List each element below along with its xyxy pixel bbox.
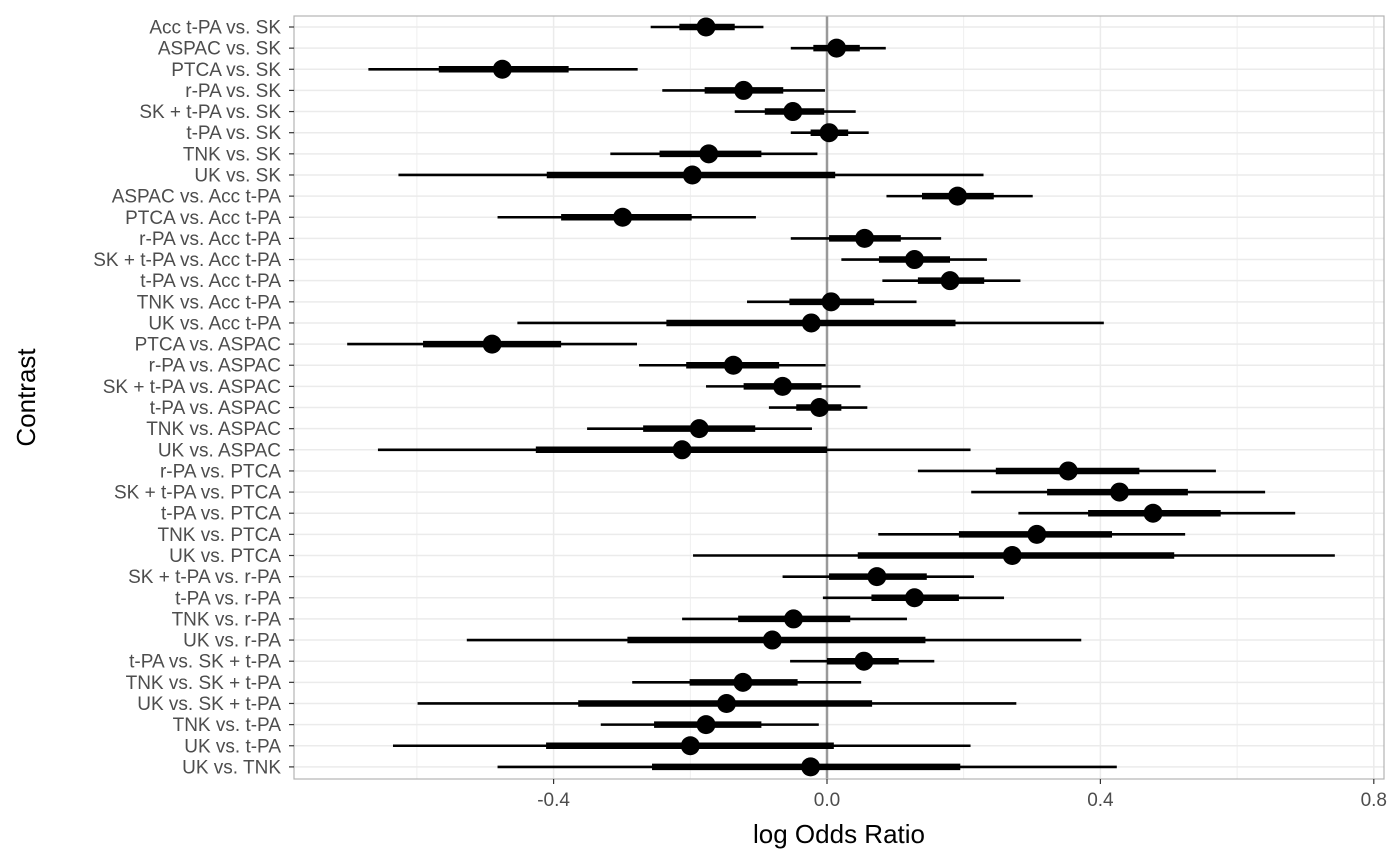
y-tick-label: r-PA vs. PTCA: [160, 461, 281, 482]
y-tick-label: SK + t-PA vs. ASPAC: [103, 377, 281, 398]
point-estimate: [855, 228, 875, 248]
y-tick-label: SK + t-PA vs. PTCA: [114, 483, 281, 504]
point-estimate: [784, 609, 804, 629]
y-tick-label: UK vs. ASPAC: [158, 440, 281, 461]
y-tick-label: r-PA vs. ASPAC: [149, 356, 281, 377]
point-estimate: [801, 313, 821, 333]
y-tick-label: ASPAC vs. Acc t-PA: [112, 187, 282, 208]
point-estimate: [696, 17, 716, 37]
y-tick-label: PTCA vs. SK: [171, 60, 281, 81]
point-estimate: [948, 186, 968, 206]
y-axis-title: Contrast: [11, 348, 41, 447]
y-tick-label: ASPAC vs. SK: [158, 39, 282, 60]
point-estimate: [821, 292, 841, 312]
point-estimate: [773, 376, 793, 396]
point-estimate: [1143, 503, 1163, 523]
y-tick-label: UK vs. SK: [194, 165, 281, 186]
point-estimate: [809, 398, 829, 418]
point-estimate: [819, 123, 839, 143]
x-axis-tick-labels: -0.4 0.0 0.4 0.8: [537, 779, 1387, 811]
y-tick-label: PTCA vs. ASPAC: [135, 335, 281, 356]
y-tick-label: TNK vs. ASPAC: [146, 419, 281, 440]
point-estimate: [733, 672, 753, 692]
y-tick-label: r-PA vs. SK: [185, 81, 281, 102]
y-tick-label: PTCA vs. Acc t-PA: [125, 208, 281, 229]
y-tick-label: UK vs. TNK: [182, 757, 281, 778]
y-tick-label: t-PA vs. Acc t-PA: [140, 271, 281, 292]
point-estimate: [854, 651, 874, 671]
x-axis-title: log Odds Ratio: [753, 819, 925, 849]
point-estimate: [492, 59, 512, 79]
point-estimate: [827, 38, 847, 58]
point-estimate: [717, 693, 737, 713]
point-estimate: [682, 165, 702, 185]
point-estimate: [867, 567, 887, 587]
x-tick-label: 0.8: [1361, 790, 1387, 811]
point-estimate: [734, 80, 754, 100]
y-tick-label: TNK vs. Acc t-PA: [137, 292, 282, 313]
y-tick-label: t-PA vs. SK: [186, 123, 281, 144]
panel-border: [293, 15, 1385, 780]
x-tick-label: 0.0: [814, 790, 840, 811]
y-tick-label: TNK vs. SK + t-PA: [126, 673, 282, 694]
point-estimate: [1002, 546, 1022, 565]
y-tick-label: TNK vs. PTCA: [157, 525, 281, 546]
y-tick-label: UK vs. PTCA: [169, 546, 281, 567]
point-estimate: [762, 630, 782, 650]
y-tick-label: t-PA vs. ASPAC: [150, 398, 281, 419]
y-tick-label: SK + t-PA vs. r-PA: [128, 567, 281, 588]
y-tick-label: r-PA vs. Acc t-PA: [139, 229, 281, 250]
point-estimate: [680, 736, 700, 756]
point-estimate: [672, 440, 692, 460]
y-tick-label: TNK vs. SK: [183, 144, 282, 165]
y-tick-label: t-PA vs. PTCA: [161, 504, 281, 525]
y-tick-label: SK + t-PA vs. Acc t-PA: [93, 250, 281, 271]
y-tick-label: t-PA vs. r-PA: [175, 588, 281, 609]
y-tick-label: t-PA vs. SK + t-PA: [129, 652, 281, 673]
point-estimate: [1110, 482, 1130, 502]
point-estimate: [482, 334, 502, 354]
point-estimate: [1027, 524, 1047, 544]
x-tick-label: -0.4: [537, 790, 570, 811]
point-estimate: [696, 715, 716, 735]
point-estimate: [699, 144, 719, 164]
interval-marks: [347, 17, 1335, 777]
point-estimate: [723, 355, 743, 375]
point-estimate: [613, 207, 633, 227]
point-estimate: [904, 588, 924, 608]
y-tick-label: TNK vs. t-PA: [173, 715, 282, 736]
point-estimate: [801, 757, 821, 777]
y-tick-label: UK vs. Acc t-PA: [148, 313, 281, 334]
x-tick-label: 0.4: [1087, 790, 1114, 811]
y-tick-label: SK + t-PA vs. SK: [139, 102, 281, 123]
point-estimate: [940, 271, 960, 291]
point-estimate: [1058, 461, 1078, 481]
y-tick-label: UK vs. t-PA: [184, 736, 281, 757]
y-tick-label: UK vs. r-PA: [183, 631, 281, 652]
y-tick-label: Acc t-PA vs. SK: [149, 18, 281, 39]
point-estimate: [783, 102, 803, 122]
point-estimate: [689, 419, 709, 439]
y-tick-label: UK vs. SK + t-PA: [137, 694, 281, 715]
point-estimate: [904, 250, 924, 270]
y-tick-label: TNK vs. r-PA: [172, 609, 282, 630]
